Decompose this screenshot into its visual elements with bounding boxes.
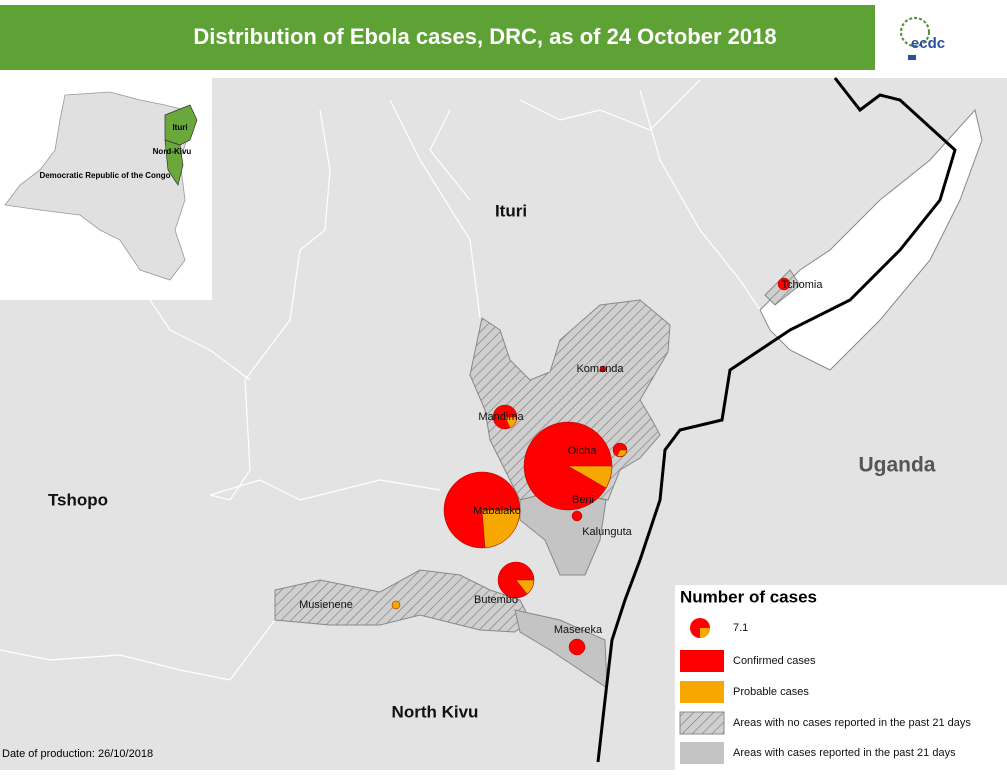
place-label: Masereka xyxy=(554,624,603,636)
area-recent-cases xyxy=(514,609,608,689)
place-label: Komanda xyxy=(576,363,624,375)
country-border xyxy=(596,77,957,763)
inset-label: Democratic Republic of the Congo xyxy=(39,171,170,180)
pie xyxy=(777,277,791,291)
place-label: Beni xyxy=(572,494,594,506)
logo-text: ecdc xyxy=(911,35,945,52)
title: Distribution of Ebola cases, DRC, as of … xyxy=(193,24,776,49)
place-label: Kalunguta xyxy=(582,526,632,538)
place-label: Mabalako xyxy=(473,505,521,517)
pie xyxy=(391,600,401,610)
legend: Number of cases 7.1 Confirmed cases Prob… xyxy=(675,585,1007,770)
pie-probable xyxy=(481,509,521,549)
legend-item: Probable cases xyxy=(733,686,809,698)
pie xyxy=(571,510,583,522)
place-label: Butembo xyxy=(474,594,518,606)
inset-label: Ituri xyxy=(172,123,187,132)
region-label: Ituri xyxy=(495,201,527,220)
inset-map: Ituri Nord-Kivu Democratic Republic of t… xyxy=(0,78,212,300)
admin-lines xyxy=(0,79,761,681)
place-label: Mandima xyxy=(478,411,524,423)
pie-probable xyxy=(515,579,535,595)
pie-probable xyxy=(616,449,628,457)
inset-label: Nord-Kivu xyxy=(153,147,192,156)
footer: Date of production: 26/10/2018 xyxy=(2,748,153,760)
place-label: Musienene xyxy=(299,599,353,611)
legend-item: Confirmed cases xyxy=(733,655,816,667)
pie xyxy=(568,638,586,656)
case-pies xyxy=(391,277,791,656)
region-label: North Kivu xyxy=(392,702,479,721)
header-bar xyxy=(0,5,875,70)
pie-probable xyxy=(567,465,613,489)
legend-item: Areas with no cases reported in the past… xyxy=(733,717,971,729)
place-label: Oicha xyxy=(568,445,598,457)
region-label: Tshopo xyxy=(48,490,108,509)
pie xyxy=(599,365,607,373)
legend-item: Areas with cases reported in the past 21… xyxy=(733,747,956,759)
country-label: Uganda xyxy=(858,454,935,477)
pie-probable xyxy=(504,416,518,429)
legend-size-label: 7.1 xyxy=(733,622,748,634)
place-label: Tchomia xyxy=(782,279,824,291)
lake xyxy=(759,108,983,371)
legend-title: Number of cases xyxy=(680,587,817,606)
logo: ecdc xyxy=(900,17,945,60)
